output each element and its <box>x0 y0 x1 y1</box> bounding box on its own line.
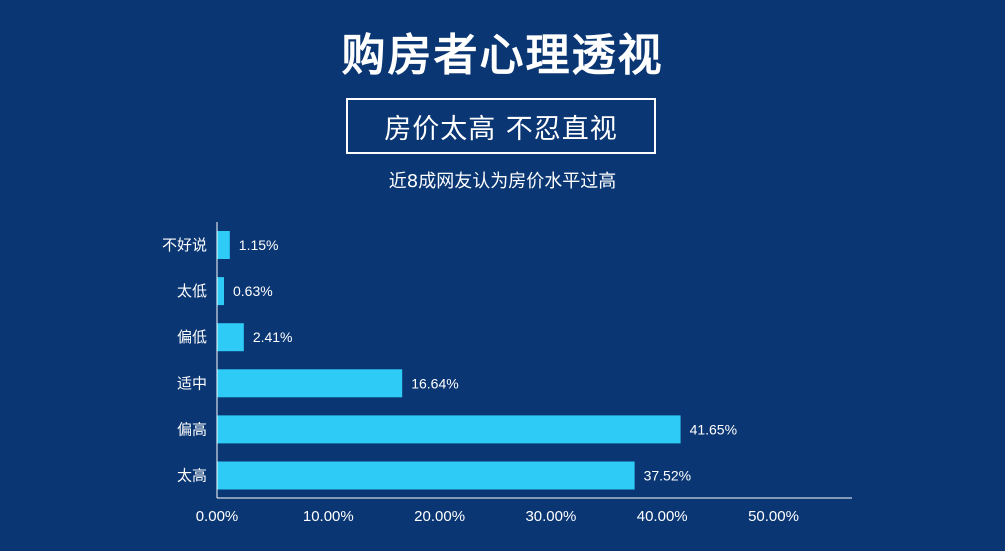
bar-2 <box>217 323 244 352</box>
x-tick-label: 10.00% <box>303 508 354 525</box>
labels-layer: 不好说 1.15% 太低 0.63% 偏低 2.41% 适中 16.64% 偏高 41.65% 太高… <box>162 236 737 485</box>
value-label: 41.65% <box>690 421 737 437</box>
category-label: 太高 <box>177 467 207 485</box>
subtitle-box: 房价太高 不忍直视 <box>346 98 656 154</box>
x-tick-label: 0.00% <box>196 508 239 525</box>
x-tick-label: 30.00% <box>525 508 576 525</box>
category-label: 适中 <box>177 374 207 392</box>
value-label: 1.15% <box>239 237 279 253</box>
bar-3 <box>217 369 403 398</box>
bars-layer <box>217 231 681 490</box>
bar-1 <box>217 277 225 306</box>
bar-5 <box>217 461 635 490</box>
value-label: 0.63% <box>233 283 273 299</box>
x-tick-label: 40.00% <box>637 508 688 525</box>
value-label: 2.41% <box>253 329 293 345</box>
bar-0 <box>217 231 230 259</box>
axis-layer: 0.00% 10.00% 20.00% 30.00% 40.00% 50.00% <box>196 222 852 525</box>
category-label: 不好说 <box>162 236 207 254</box>
x-tick-label: 20.00% <box>414 508 465 525</box>
page-title: 购房者心理透视 <box>341 30 664 81</box>
category-label: 太低 <box>177 282 207 300</box>
chart-caption: 近8成网友认为房价水平过高 <box>388 171 617 192</box>
value-label: 37.52% <box>644 468 691 484</box>
category-label: 偏高 <box>177 420 207 438</box>
bar-4 <box>217 415 681 444</box>
value-label: 16.64% <box>411 375 458 391</box>
category-label: 偏低 <box>177 328 207 346</box>
subtitle-text: 房价太高 不忍直视 <box>384 113 618 145</box>
x-tick-label: 50.00% <box>748 508 799 525</box>
